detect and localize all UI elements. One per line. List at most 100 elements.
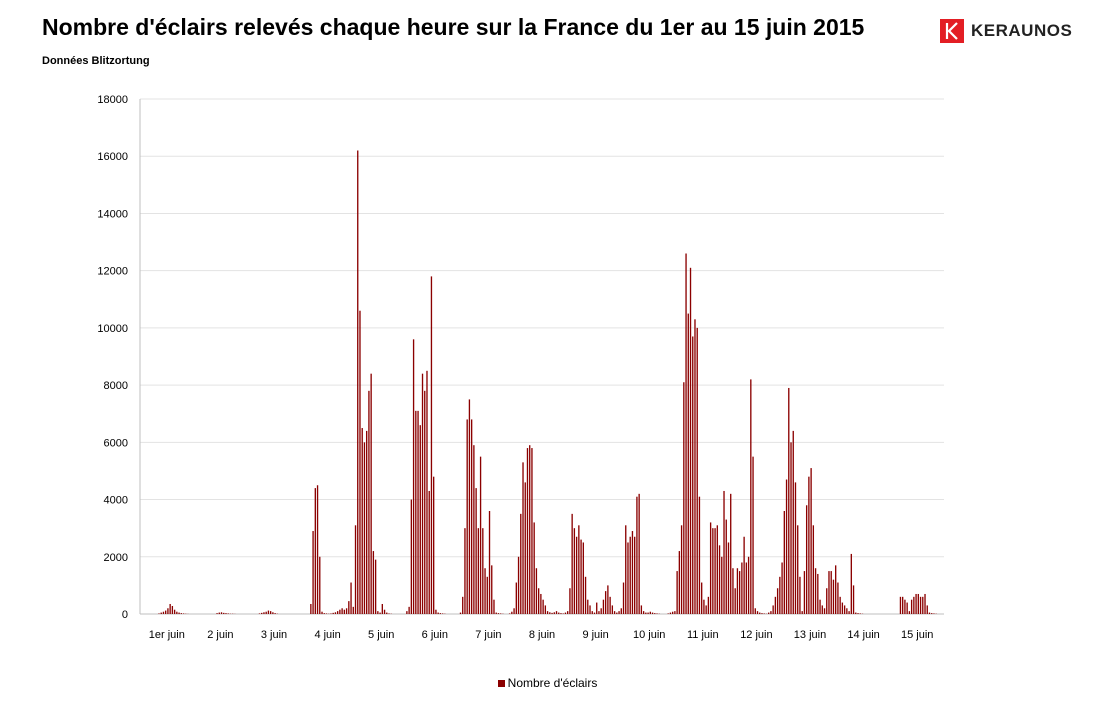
- bar: [830, 571, 832, 614]
- bars: [158, 150, 937, 615]
- bar: [578, 525, 580, 614]
- bar: [388, 613, 390, 614]
- bar: [703, 599, 705, 614]
- y-tick-label: 16000: [97, 151, 128, 163]
- bar: [781, 562, 783, 614]
- bar: [725, 519, 727, 614]
- bar: [412, 339, 415, 614]
- bar: [167, 608, 169, 614]
- bar: [631, 531, 634, 614]
- bar: [649, 611, 651, 614]
- bar: [564, 612, 567, 614]
- bar: [928, 612, 931, 614]
- bar: [379, 612, 381, 614]
- bar: [488, 511, 491, 614]
- bar: [750, 379, 752, 614]
- bar: [491, 565, 493, 614]
- bar: [837, 582, 839, 614]
- bar: [701, 582, 703, 614]
- bar: [319, 556, 321, 614]
- bar: [357, 150, 359, 614]
- bar: [486, 576, 488, 614]
- bar: [832, 579, 835, 614]
- bar: [511, 611, 513, 614]
- bar: [479, 456, 482, 614]
- bar: [269, 611, 272, 614]
- bar: [368, 390, 370, 614]
- bar: [321, 611, 323, 614]
- bar: [526, 448, 529, 614]
- bar: [551, 612, 553, 614]
- bar: [683, 382, 685, 614]
- x-tick-label: 2 juin: [207, 629, 233, 641]
- bar: [727, 542, 730, 614]
- lightning-bar-chart: 0 2000 4000 6000 8000 10000 12000 14000 16000 180…: [97, 94, 944, 641]
- bar: [386, 612, 388, 614]
- bar: [625, 525, 627, 614]
- bar: [587, 599, 589, 614]
- bar: [629, 536, 631, 614]
- keraunos-logo: KERAUNOS: [940, 18, 1072, 44]
- bar: [607, 585, 609, 614]
- bar: [533, 522, 535, 614]
- bar: [383, 609, 386, 614]
- bar: [176, 611, 178, 614]
- chart-subtitle: Données Blitzortung: [42, 55, 150, 67]
- bar: [752, 456, 754, 614]
- bar: [616, 612, 618, 614]
- bar: [544, 605, 547, 614]
- bar: [325, 613, 328, 614]
- bar: [915, 593, 917, 614]
- bar: [814, 568, 817, 614]
- logo-mark-icon: [940, 19, 964, 43]
- x-tick-label: 1er juin: [149, 629, 185, 641]
- bar: [931, 613, 933, 614]
- bar: [542, 599, 544, 614]
- bar: [555, 611, 558, 614]
- bar: [790, 442, 792, 614]
- x-axis: 1er juin 2 juin 3 juin 4 juin 5 juin 6 juin 7 …: [140, 613, 944, 641]
- bar: [709, 522, 712, 614]
- bar: [792, 430, 794, 614]
- bar: [323, 613, 325, 614]
- bar: [919, 596, 922, 614]
- bar: [799, 576, 801, 614]
- bar: [821, 605, 823, 614]
- bar: [705, 605, 707, 614]
- bar: [558, 612, 560, 614]
- bar: [730, 493, 732, 614]
- bar: [611, 605, 614, 614]
- bar: [345, 608, 348, 614]
- bar: [582, 542, 584, 614]
- bar: [354, 525, 357, 614]
- bar: [464, 528, 466, 614]
- bar: [685, 253, 687, 614]
- bar: [435, 609, 437, 614]
- bar: [370, 373, 372, 614]
- bar: [580, 539, 582, 614]
- bar: [600, 608, 602, 614]
- bar: [736, 568, 739, 614]
- bar: [627, 542, 629, 614]
- bar: [761, 613, 763, 614]
- bar: [332, 612, 334, 614]
- bar: [817, 573, 819, 614]
- bar: [846, 608, 848, 614]
- bar: [917, 593, 919, 614]
- bar: [674, 611, 676, 614]
- x-tick-label: 13 juin: [794, 629, 826, 641]
- bar: [225, 613, 227, 614]
- bar: [162, 611, 165, 614]
- x-tick-label: 7 juin: [475, 629, 501, 641]
- bar: [428, 490, 430, 614]
- bar: [819, 599, 821, 614]
- bar: [466, 419, 468, 614]
- bar: [714, 528, 716, 614]
- bar: [497, 613, 500, 614]
- bar: [848, 611, 850, 614]
- bar: [723, 490, 725, 614]
- bar: [312, 531, 314, 614]
- bar: [573, 528, 576, 614]
- bar: [419, 425, 421, 614]
- bar: [803, 571, 806, 614]
